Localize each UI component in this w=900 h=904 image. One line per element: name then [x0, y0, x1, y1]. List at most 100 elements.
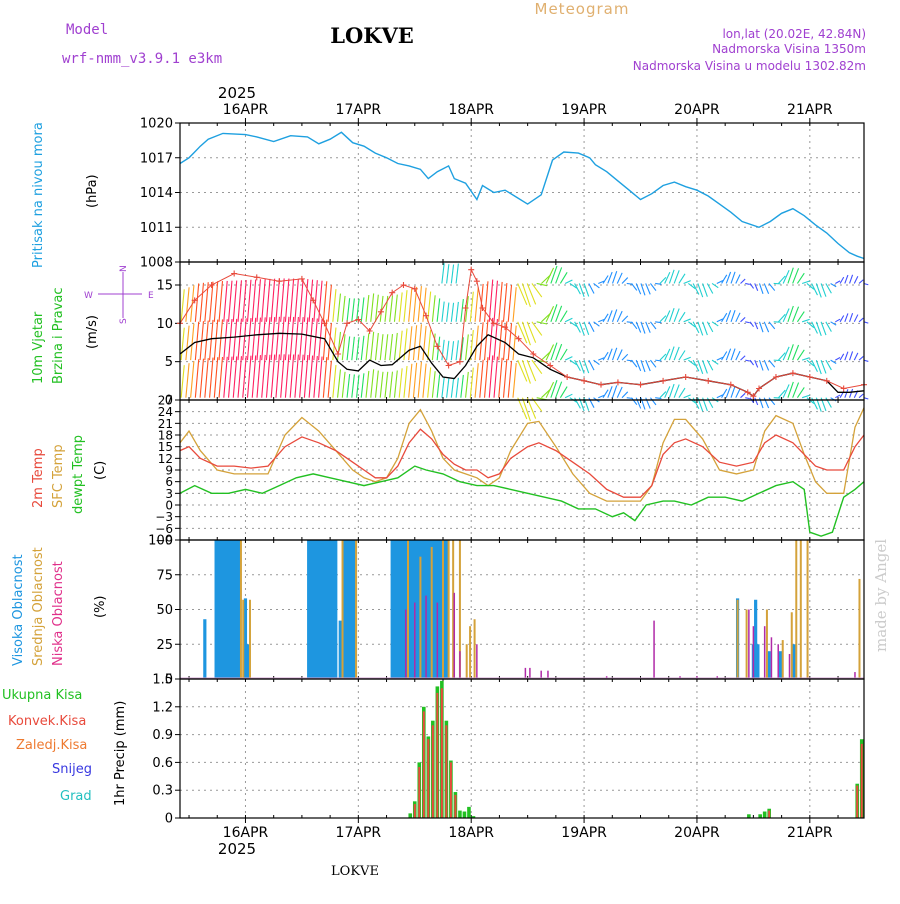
wind-arrow	[390, 334, 393, 360]
wind-arrow	[850, 275, 853, 284]
precip-bar	[458, 811, 462, 818]
wind-arrow	[271, 355, 274, 398]
wind-arrow	[366, 371, 369, 398]
wind-arrow	[726, 310, 730, 321]
cloud-bar	[800, 540, 802, 679]
wind-arrow	[759, 398, 763, 408]
wind-arrow	[745, 398, 749, 399]
dewpt-line	[180, 466, 864, 536]
cloud-bar	[753, 626, 755, 679]
wind-gust-marker	[660, 378, 666, 384]
cloud-bar	[737, 600, 739, 679]
wind-arrow	[816, 360, 821, 374]
wind-arrow	[797, 350, 804, 360]
y-tick-label: 1011	[140, 221, 173, 236]
compass-n: N	[119, 265, 129, 272]
wind-arrow	[546, 382, 553, 398]
wind-arrow	[451, 341, 453, 360]
wind-arrow	[333, 289, 336, 322]
wind-arrow	[314, 319, 317, 361]
wind-gust-marker	[457, 359, 463, 365]
wind-arrow	[323, 281, 326, 322]
wind-arrow	[214, 320, 217, 361]
y-tick-label: 1008	[140, 256, 173, 271]
wind-arrow	[669, 308, 674, 322]
cloud-bar	[240, 540, 242, 679]
y-tick-label: 0	[165, 812, 173, 827]
wind-arrow	[669, 270, 674, 284]
footer-station: LOKVE	[331, 864, 379, 879]
precip-bar	[418, 767, 420, 818]
cloud-bar	[246, 644, 249, 679]
wind-arrow	[385, 334, 388, 360]
cloud-bar	[454, 593, 456, 679]
day-label-top: 18APR	[448, 102, 494, 118]
wind-arrow	[802, 281, 809, 283]
wind-arrow	[442, 302, 444, 322]
wind-gust-marker	[378, 309, 384, 315]
wind-unit: (m/s)	[85, 315, 100, 349]
precip-strat-legend: Zaledj.Kisa	[16, 738, 87, 753]
wind-arrow	[769, 398, 775, 405]
wind-arrow	[205, 358, 208, 398]
wind-arrow	[456, 264, 458, 284]
wind-arrow	[319, 357, 322, 398]
wind-arrow	[608, 386, 612, 397]
wind-arrow	[466, 334, 469, 360]
wind-arrow	[409, 326, 412, 360]
wind-arrow	[224, 281, 227, 322]
wind-arrow	[764, 283, 768, 293]
wind-legend-2: Brzina i Pravac	[51, 287, 66, 384]
wind-arrow	[413, 325, 416, 360]
cloud-bar	[448, 540, 450, 679]
wind-arrow	[224, 319, 227, 360]
wind-arrow	[703, 322, 708, 335]
precip-bar	[408, 813, 412, 818]
wind-arrow	[764, 322, 768, 332]
wind-arrow	[233, 356, 236, 397]
wind-arrow	[589, 322, 594, 332]
cloud-bar	[807, 540, 809, 679]
cloud-mid-legend: Srednja Oblacnost	[31, 547, 46, 666]
day-label-top: 16APR	[223, 102, 269, 118]
wind-arrow	[219, 319, 222, 360]
wind-arrow	[560, 272, 567, 283]
temp-unit: (C)	[93, 461, 108, 480]
wind-arrow	[840, 315, 844, 321]
wind-arrow	[613, 385, 617, 397]
wind-gust-marker	[446, 363, 452, 369]
wind-arrow	[347, 298, 350, 322]
cloud-bar	[476, 644, 478, 679]
cloud-unit: (%)	[93, 596, 108, 619]
wind-arrow	[503, 359, 506, 398]
cloud-high-legend: Visoka Oblacnost	[11, 554, 26, 666]
wind-arrow	[186, 363, 189, 398]
wind-arrow	[333, 365, 336, 398]
day-label-top: 21APR	[787, 102, 833, 118]
wind-arrow	[617, 387, 622, 398]
wind-arrow	[650, 398, 656, 405]
wind-arrow	[613, 309, 617, 321]
wind-arrow	[617, 349, 622, 360]
wind-arrow	[191, 361, 194, 398]
wind-arrow	[361, 297, 364, 321]
precip-bar	[467, 807, 471, 818]
wind-arrow	[679, 350, 685, 360]
wind-arrow	[636, 283, 640, 294]
wind-arrow	[366, 295, 369, 322]
wind-arrow	[636, 322, 640, 333]
wind-arrow	[684, 395, 691, 398]
wind-arrow	[281, 354, 284, 397]
t2m-legend: 2m Temp	[31, 448, 46, 508]
wind-gust-marker	[790, 370, 796, 376]
wind-arrow	[854, 315, 858, 322]
y-tick-label: 15	[156, 279, 173, 294]
wind-arrow	[257, 279, 260, 322]
wind-arrow	[323, 357, 326, 398]
wind-arrow	[314, 280, 317, 322]
wind-arrow	[508, 323, 511, 360]
wind-arrow	[518, 398, 527, 419]
wind-arrow	[499, 282, 502, 322]
wind-arrow	[722, 313, 727, 322]
cloud-bar	[474, 619, 476, 679]
